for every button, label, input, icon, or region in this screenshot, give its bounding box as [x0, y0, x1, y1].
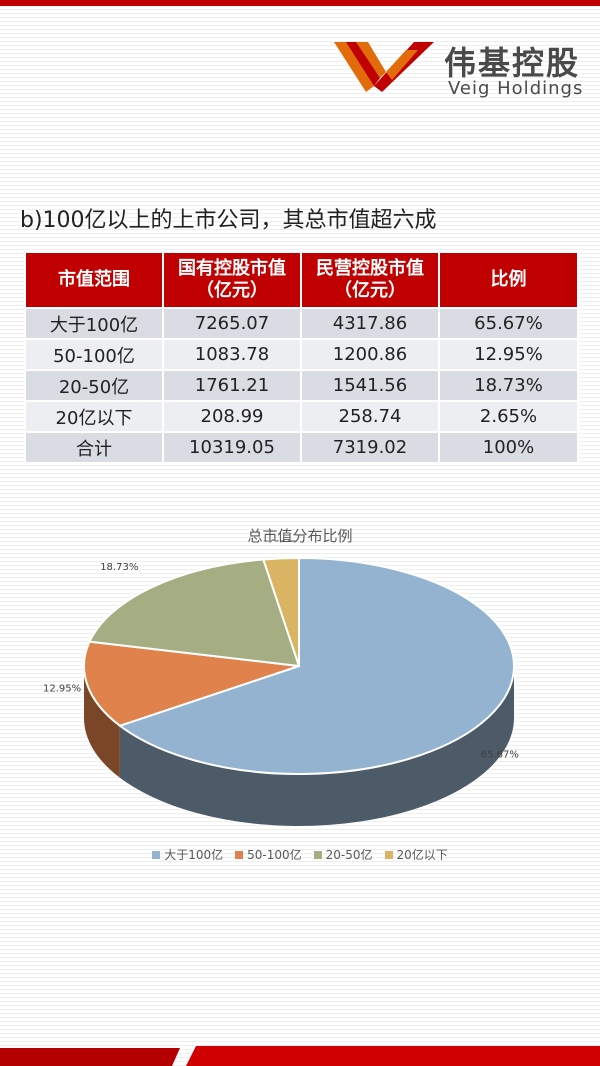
- pie-data-label: 18.73%: [100, 562, 138, 573]
- table-row: 20亿以下 208.99 258.74 2.65%: [24, 400, 579, 433]
- header-text: 民营控股市值 （亿元）: [316, 258, 424, 301]
- table-cell: 7265.07: [162, 307, 302, 340]
- pie-side-2: [84, 666, 120, 778]
- table-cell: 7319.02: [300, 431, 440, 464]
- legend-item: 20亿以下: [384, 846, 448, 863]
- legend-swatch: [384, 850, 393, 859]
- legend-item: 50-100亿: [235, 846, 302, 863]
- legend-label: 大于100亿: [164, 848, 224, 862]
- table-cell: 100%: [438, 431, 579, 464]
- pie-slice-2: [83, 640, 300, 727]
- brand-logo: 伟基控股 Veig Holdings: [330, 38, 590, 108]
- table-cell: 208.99: [162, 400, 302, 433]
- table-cell: 1083.78: [162, 338, 302, 371]
- footer-left-shape: [0, 1048, 180, 1066]
- table-cell: 12.95%: [438, 338, 579, 371]
- legend-label: 50-100亿: [247, 848, 302, 862]
- top-accent-bar: [0, 0, 600, 6]
- table-row: 50-100亿 1083.78 1200.86 12.95%: [24, 338, 579, 371]
- pie-slice-4: [262, 556, 300, 667]
- legend-swatch: [235, 850, 244, 859]
- table-cell: 18.73%: [438, 369, 579, 402]
- header-text: 国有控股市值 （亿元）: [178, 258, 286, 301]
- table-header-cell: 国有控股市值 （亿元）: [162, 251, 302, 309]
- chart-title: 总市值分布比例: [247, 527, 353, 545]
- pie-data-label: 2.65%: [263, 540, 295, 545]
- pie-side-walls: [84, 666, 514, 826]
- veig-logo-icon: [334, 42, 434, 92]
- table-cell: 20亿以下: [24, 400, 164, 433]
- chart-legend: 大于100亿 50-100亿 20-50亿 20亿以下: [0, 846, 600, 863]
- table-row: 大于100亿 7265.07 4317.86 65.67%: [24, 307, 579, 340]
- table-header-cell: 民营控股市值 （亿元）: [300, 251, 440, 309]
- legend-swatch: [152, 850, 161, 859]
- brand-name-en: Veig Holdings: [448, 78, 584, 99]
- pie-slice-3: [88, 558, 301, 668]
- table-cell: 1541.56: [300, 369, 440, 402]
- legend-item: 20-50亿: [313, 846, 373, 863]
- pie-data-label: 65.67%: [481, 750, 519, 761]
- table-cell: 2.65%: [438, 400, 579, 433]
- legend-label: 20亿以下: [396, 848, 448, 862]
- legend-item: 大于100亿: [152, 846, 223, 863]
- market-value-table: 市值范围 国有控股市值 （亿元） 民营控股市值 （亿元） 比例 大于100亿 7…: [24, 251, 579, 464]
- pie-slice-1: [117, 556, 515, 775]
- footer-right-shape: [186, 1046, 600, 1066]
- pie-chart: 65.67% 12.95% 18.73% 2.65%: [43, 540, 519, 826]
- legend-label: 20-50亿: [325, 848, 373, 862]
- pie-side-1: [119, 666, 514, 826]
- table-cell: 65.67%: [438, 307, 579, 340]
- pie-data-label: 12.95%: [43, 684, 81, 695]
- table-row: 20-50亿 1761.21 1541.56 18.73%: [24, 369, 579, 402]
- table-cell: 10319.05: [162, 431, 302, 464]
- table-cell: 1200.86: [300, 338, 440, 371]
- footer-bar: [0, 1046, 600, 1066]
- brand-name-cn: 伟基控股: [444, 44, 581, 82]
- section-heading: b)100亿以上的上市公司，其总市值超六成: [20, 208, 437, 233]
- table-cell: 4317.86: [300, 307, 440, 340]
- legend-swatch: [313, 850, 322, 859]
- table-cell: 1761.21: [162, 369, 302, 402]
- table-header-cell: 比例: [438, 251, 579, 309]
- table-header-cell: 市值范围: [24, 251, 164, 309]
- table-header-row: 市值范围 国有控股市值 （亿元） 民营控股市值 （亿元） 比例: [24, 251, 579, 309]
- table-cell: 258.74: [300, 400, 440, 433]
- table-cell: 合计: [24, 431, 164, 464]
- table-cell: 50-100亿: [24, 338, 164, 371]
- table-cell: 大于100亿: [24, 307, 164, 340]
- table-cell: 20-50亿: [24, 369, 164, 402]
- table-row: 合计 10319.05 7319.02 100%: [24, 431, 579, 464]
